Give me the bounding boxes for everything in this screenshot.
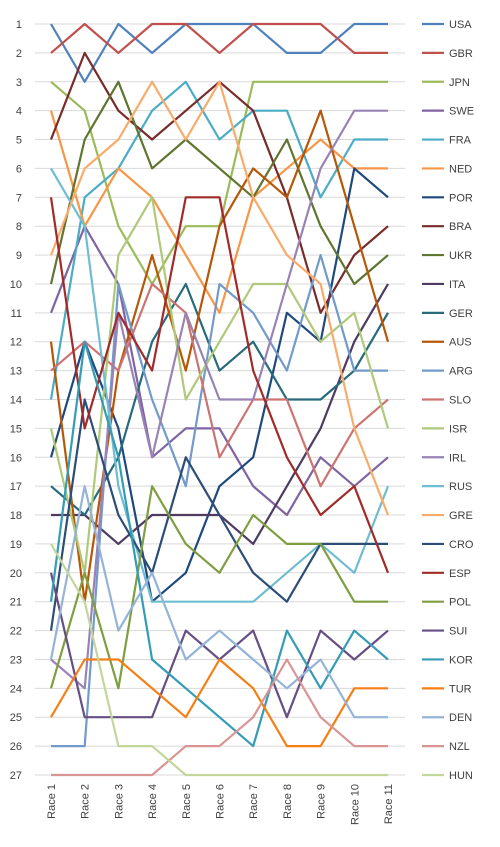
- legend-label-aus: AUS: [449, 337, 472, 349]
- x-tick-label: Race 11: [383, 784, 395, 824]
- y-tick-label: 19: [10, 539, 22, 551]
- y-tick-label: 10: [10, 279, 22, 291]
- y-tick-label: 14: [10, 395, 22, 407]
- series-lines: [49, 22, 390, 777]
- y-tick-label: 5: [16, 135, 22, 147]
- series-line-sui: [49, 572, 389, 719]
- series-line-den: [49, 485, 388, 719]
- y-tick-label: 2: [16, 48, 22, 60]
- y-tick-label: 15: [10, 423, 22, 435]
- x-tick-label: Race 5: [181, 784, 193, 819]
- x-tick-label: Race 1: [46, 784, 58, 819]
- series-line-hun: [50, 543, 388, 777]
- y-tick-label: 20: [10, 568, 22, 580]
- legend-label-irl: IRL: [449, 452, 466, 464]
- x-tick-label: Race 6: [215, 784, 227, 819]
- y-tick-label: 4: [16, 106, 22, 118]
- y-tick-label: 11: [11, 308, 22, 320]
- y-tick-label: 25: [10, 712, 22, 724]
- y-tick-label: 23: [10, 654, 22, 666]
- legend-label-ita: ITA: [449, 279, 466, 291]
- x-tick-label: Race 7: [248, 784, 260, 819]
- legend-label-por: POR: [449, 192, 473, 204]
- legend-label-tur: TUR: [449, 683, 472, 695]
- y-tick-label: 8: [16, 221, 22, 233]
- legend-label-swe: SWE: [449, 106, 474, 118]
- legend-label-bra: BRA: [449, 221, 472, 233]
- legend-label-den: DEN: [449, 712, 472, 724]
- y-tick-label: 16: [10, 452, 22, 464]
- series-line-pol: [49, 485, 388, 690]
- series-line-fra: [49, 80, 388, 400]
- legend-label-isr: ISR: [449, 423, 467, 435]
- y-tick-label: 13: [10, 366, 22, 378]
- y-tick-label: 27: [10, 770, 22, 782]
- y-tick-label: 7: [16, 192, 22, 204]
- x-tick-label: Race 4: [147, 784, 159, 819]
- x-tick-label: Race 9: [316, 784, 328, 819]
- y-tick-label: 24: [10, 683, 22, 695]
- y-tick-label: 6: [16, 163, 22, 175]
- x-axis: Race 1 Race 2 Race 3 Race 4 Race 5 Race 6 Race…: [46, 784, 395, 825]
- series-line-gbr: [50, 22, 388, 55]
- series-line-kor: [49, 340, 389, 748]
- legend-label-cro: CRO: [449, 539, 474, 551]
- series-line-cro: [49, 398, 388, 631]
- legend-label-fra: FRA: [449, 135, 472, 147]
- series-line-nzl: [51, 658, 388, 777]
- y-tick-label: 17: [10, 481, 22, 493]
- legend-label-jpn: JPN: [449, 77, 470, 89]
- series-line-gre: [49, 80, 390, 516]
- legend-label-hun: HUN: [449, 770, 473, 782]
- legend-label-ger: GER: [449, 308, 473, 320]
- legend-label-pol: POL: [449, 597, 471, 609]
- y-tick-label: 9: [16, 250, 22, 262]
- legend: USA GBR JPN SWE FRA NED POR BRA UKR ITA GER AUS ARG S…: [422, 19, 474, 782]
- legend-label-sui: SUI: [449, 626, 467, 638]
- series-line-esp: [49, 196, 390, 574]
- x-tick-label: Race 2: [80, 784, 92, 819]
- y-axis-ticks: 1234567891011121314151617181920212223242…: [10, 19, 22, 782]
- legend-label-nzl: NZL: [449, 741, 470, 753]
- legend-label-kor: KOR: [449, 654, 473, 666]
- y-tick-label: 12: [10, 337, 22, 349]
- y-tick-label: 22: [10, 626, 22, 638]
- legend-label-arg: ARG: [449, 366, 473, 378]
- legend-label-slo: SLO: [449, 395, 471, 407]
- legend-label-usa: USA: [449, 19, 472, 31]
- legend-label-rus: RUS: [449, 481, 472, 493]
- series-line-irl: [50, 109, 388, 690]
- y-tick-label: 18: [10, 510, 22, 522]
- y-tick-label: 3: [16, 77, 22, 89]
- series-line-ukr: [49, 80, 389, 286]
- legend-label-gre: GRE: [449, 510, 473, 522]
- legend-label-ned: NED: [449, 163, 472, 175]
- y-tick-label: 1: [16, 19, 22, 31]
- x-tick-label: Race 10: [349, 784, 361, 825]
- legend-label-gbr: GBR: [449, 48, 473, 60]
- x-tick-label: Race 3: [113, 784, 125, 819]
- legend-label-esp: ESP: [449, 568, 471, 580]
- series-line-rus: [50, 167, 390, 603]
- legend-label-ukr: UKR: [449, 250, 472, 262]
- x-tick-label: Race 8: [282, 784, 294, 819]
- y-tick-label: 21: [10, 597, 22, 609]
- y-tick-label: 26: [10, 741, 22, 753]
